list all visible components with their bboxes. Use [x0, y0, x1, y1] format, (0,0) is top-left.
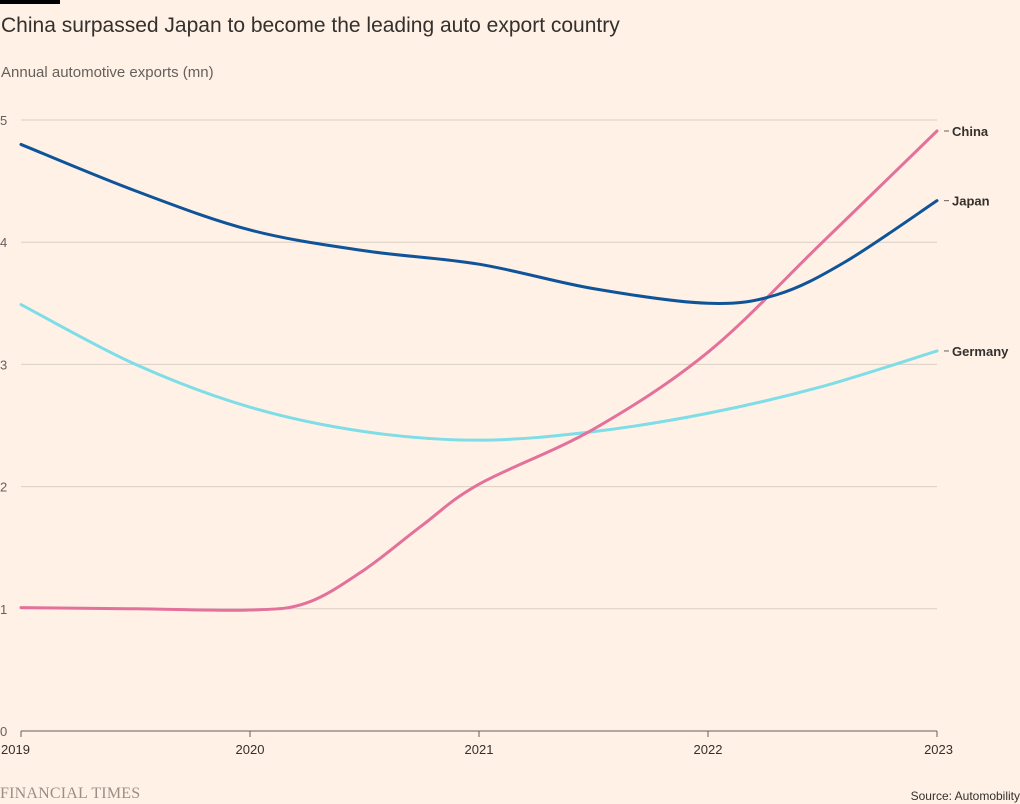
x-tick-label: 2019: [1, 742, 30, 757]
series-label-china: China: [952, 124, 989, 139]
y-tick-label: 1: [0, 602, 7, 617]
y-tick-label: 5: [0, 113, 7, 128]
x-axis: 2019 2020 2021 2022 2023: [1, 730, 953, 757]
gridlines: 0 1 2 3 4 5: [0, 113, 937, 739]
x-tick-label: 2020: [236, 742, 265, 757]
chart-title: China surpassed Japan to become the lead…: [1, 14, 620, 37]
series-lines: [19, 129, 939, 612]
brand-top-bar: [0, 0, 60, 4]
ft-logo: FINANCIAL TIMES: [0, 785, 141, 802]
series-labels: China Japan Germany: [944, 124, 1009, 359]
x-tick-label: 2021: [465, 742, 494, 757]
chart-subtitle: Annual automotive exports (mn): [1, 64, 214, 81]
x-tick-label: 2023: [924, 742, 953, 757]
series-line-china: [19, 129, 939, 612]
series-line-germany: [19, 303, 939, 442]
series-label-germany: Germany: [952, 344, 1009, 359]
series-label-japan: Japan: [952, 194, 990, 209]
y-tick-label: 3: [0, 357, 7, 372]
x-tick-label: 2022: [694, 742, 723, 757]
y-tick-label: 4: [0, 235, 7, 250]
source-note: Source: Automobility: [910, 789, 1020, 803]
y-tick-label: 0: [0, 724, 7, 739]
y-tick-label: 2: [0, 480, 7, 495]
series-line-japan: [19, 142, 939, 306]
